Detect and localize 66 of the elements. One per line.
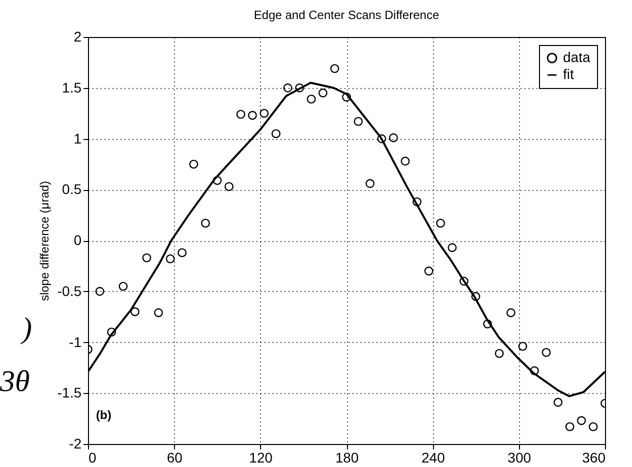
point	[588, 422, 598, 432]
point	[483, 319, 492, 328]
point	[306, 94, 316, 104]
point	[388, 133, 398, 142]
x-tick-label: 0	[88, 450, 96, 466]
point	[189, 160, 198, 169]
point	[576, 416, 586, 426]
point	[95, 286, 104, 296]
x-tick-label: 180	[335, 450, 359, 466]
point	[318, 88, 328, 98]
y-tick-label: 2	[74, 28, 82, 44]
point	[201, 218, 210, 228]
y-tick-label: 1.5	[62, 79, 82, 96]
point	[424, 266, 434, 276]
point	[236, 110, 246, 119]
point	[130, 307, 140, 316]
point	[494, 348, 504, 358]
point	[448, 243, 457, 252]
point	[565, 422, 574, 432]
point	[436, 218, 446, 228]
point	[342, 92, 351, 102]
point	[283, 83, 292, 92]
point	[142, 253, 152, 262]
x-tick-label: 300	[508, 450, 532, 466]
y-tick-label: 0	[74, 232, 82, 248]
point	[248, 110, 257, 120]
point	[518, 342, 528, 351]
point	[107, 328, 116, 337]
point	[212, 176, 222, 185]
y-tick-label: 1	[74, 130, 82, 146]
x-tick-label: 60	[166, 450, 183, 466]
point	[272, 129, 280, 138]
y-tick-label: 0.5	[62, 181, 82, 198]
y-tick-label: -2	[69, 436, 82, 452]
point	[542, 348, 551, 357]
y-tick-label: -1	[69, 334, 82, 350]
point	[366, 179, 375, 188]
y-tick-label: -0.5	[57, 282, 82, 299]
legend-label: fit	[563, 66, 574, 82]
point	[166, 254, 175, 264]
point	[330, 64, 340, 74]
point	[460, 276, 468, 286]
point	[260, 108, 269, 118]
chart-title: Edge and Center Scans Difference	[254, 8, 440, 22]
annotation: (b)	[96, 408, 112, 422]
point	[295, 83, 304, 92]
point	[471, 292, 480, 301]
y-tick-label: -1.5	[57, 384, 82, 401]
point	[178, 248, 187, 258]
point	[554, 398, 563, 407]
point	[506, 308, 516, 318]
point	[530, 366, 539, 376]
x-tick-label: 360	[582, 450, 606, 466]
text: 3θ	[0, 365, 30, 399]
x-tick-label: 120	[249, 450, 273, 466]
text: )	[22, 312, 32, 346]
point	[377, 134, 386, 144]
x-tick-label: 240	[421, 450, 446, 466]
point	[412, 197, 422, 206]
point	[354, 116, 363, 126]
legend-label: data	[563, 49, 590, 65]
point	[224, 182, 234, 192]
point	[118, 282, 128, 291]
point	[400, 156, 410, 166]
point	[154, 308, 163, 318]
y-axis-title: slope difference (μrad)	[37, 180, 52, 302]
